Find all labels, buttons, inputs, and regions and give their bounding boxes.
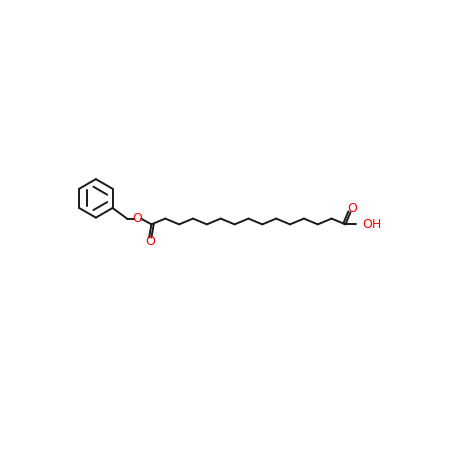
Text: O: O [133, 212, 143, 225]
Text: OH: OH [362, 218, 382, 231]
Text: O: O [347, 202, 357, 215]
Text: O: O [146, 235, 156, 248]
